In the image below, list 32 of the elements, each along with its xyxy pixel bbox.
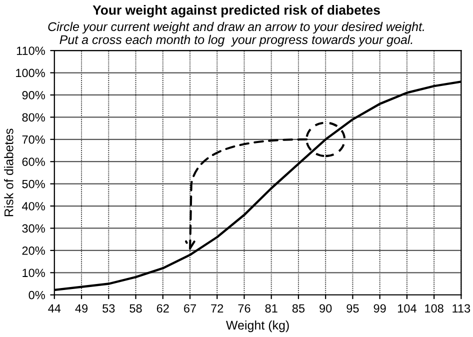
x-axis-title: Weight (kg) — [226, 320, 289, 332]
x-tick-label: 108 — [425, 304, 444, 313]
x-tick-label: 95 — [346, 304, 359, 313]
x-tick-label: 90 — [320, 304, 332, 313]
x-tick-label: 49 — [75, 304, 88, 313]
x-tick-label: 99 — [374, 304, 386, 313]
x-tick-label: 62 — [156, 304, 169, 313]
y-tick-label: 0% — [28, 290, 45, 300]
x-tick-label: 53 — [102, 304, 115, 313]
chart-title: Your weight against predicted risk of diabetes — [92, 5, 380, 18]
y-tick-label: 100% — [16, 68, 45, 78]
x-tick-label: 72 — [211, 304, 224, 312]
x-tick-label: 44 — [48, 304, 61, 312]
y-tick-label: 80% — [22, 113, 45, 122]
y-tick-label: 40% — [22, 202, 45, 210]
x-tick-label: 85 — [292, 304, 305, 313]
x-tick-label: 81 — [265, 304, 278, 313]
y-tick-label: 110% — [16, 46, 45, 55]
x-tick-label: 67 — [184, 304, 196, 313]
x-tick-label: 113 — [452, 304, 470, 313]
y-axis-title: Risk of diabetes — [4, 128, 14, 216]
chart-subtitle: Circle your current weight and draw an arrow to your desired weight. Put a cross each month to log your progress towards your goal. — [48, 22, 424, 47]
y-tick-label: 70% — [22, 135, 45, 144]
x-tick-label: 58 — [130, 304, 142, 313]
x-tick-label: 76 — [238, 304, 250, 313]
x-tick-label: 104 — [398, 304, 416, 313]
y-tick-label: 60% — [22, 158, 45, 166]
y-tick-label: 90% — [22, 91, 45, 100]
y-tick-label: 10% — [22, 268, 45, 278]
y-tick-label: 20% — [22, 246, 45, 255]
y-tick-label: 30% — [22, 224, 45, 233]
y-tick-label: 50% — [22, 180, 45, 188]
